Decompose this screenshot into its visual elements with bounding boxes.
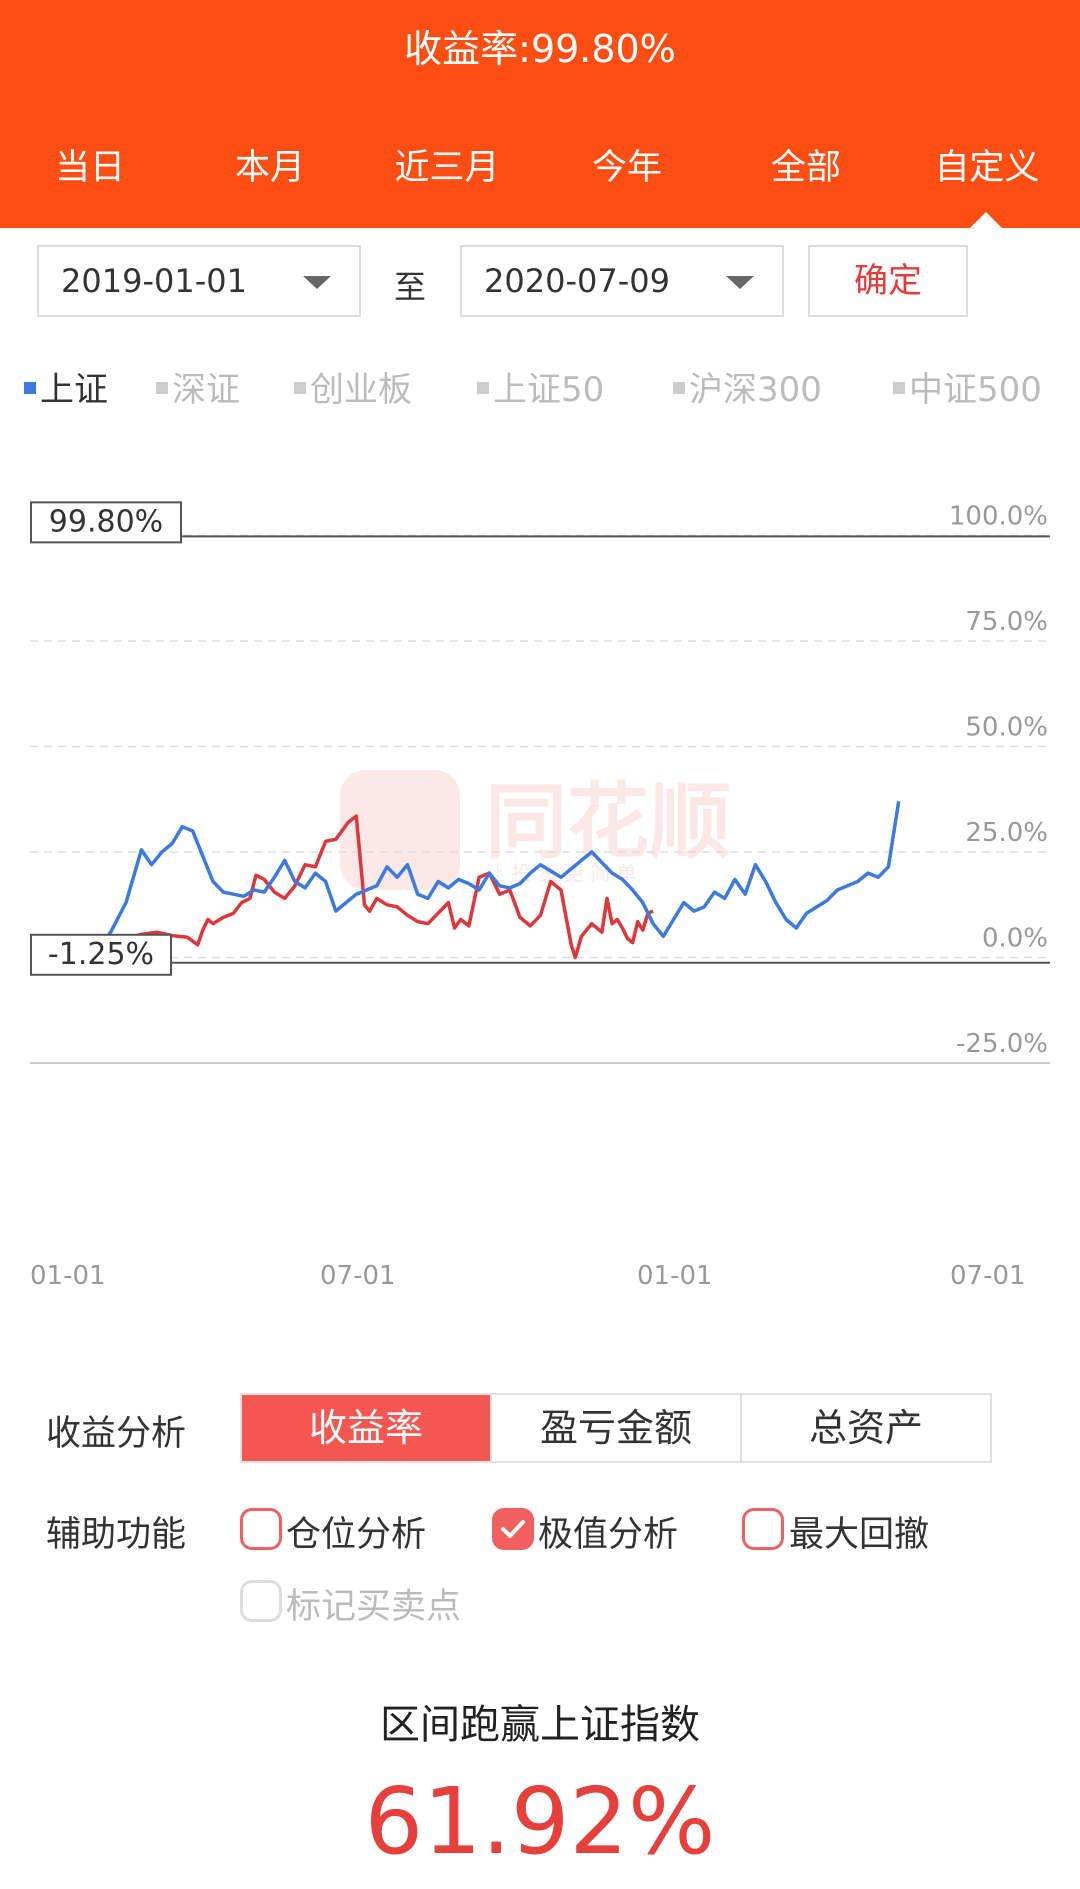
y-tick-label: 0.0% — [982, 924, 1048, 954]
start-date-select[interactable]: 2019-01-01 — [37, 245, 361, 317]
legend-square-icon — [294, 381, 306, 394]
max-drawdown-checkbox[interactable] — [742, 1508, 784, 1550]
watermark-logo-icon — [340, 770, 460, 890]
trade-points-label[interactable]: 标记买卖点 — [286, 1587, 462, 1627]
position-analysis-label[interactable]: 仓位分析 — [286, 1515, 427, 1555]
chart-series — [78, 801, 901, 965]
index-option-sse50[interactable]: 上证50 — [477, 362, 604, 411]
beat-index-value: 61.92% — [364, 1768, 716, 1875]
index-option-csi500[interactable]: 中证500 — [893, 362, 1042, 411]
x-tick-label: 01-01 — [30, 1261, 106, 1291]
chevron-down-icon — [303, 276, 331, 289]
page-title: 收益率:99.80% — [404, 27, 676, 71]
period-tabs: 当日 本月 近三月 今年 全部 自定义 — [0, 140, 1080, 196]
segment-divider — [740, 1395, 742, 1461]
y-tick-label: 50.0% — [965, 713, 1048, 743]
portfolio-return-line — [79, 814, 654, 965]
aux-label: 辅助功能 — [46, 1515, 187, 1555]
index-label: 创业板 — [310, 370, 412, 410]
x-tick-label: 01-01 — [637, 1261, 713, 1291]
x-tick-label: 07-01 — [950, 1261, 1026, 1291]
index-return-line — [78, 801, 901, 965]
min-marker-label: -1.25% — [48, 937, 154, 972]
segment-profit-amount[interactable]: 盈亏金额 — [539, 1406, 692, 1450]
chart-grid — [30, 534, 1050, 1064]
index-label: 上证50 — [493, 370, 605, 410]
header-bar: 收益率:99.80% 当日 本月 近三月 今年 全部 自定义 — [0, 0, 1080, 228]
segment-divider — [490, 1395, 492, 1461]
extreme-markers: 99.80% -1.25% — [30, 501, 1050, 976]
analysis-segmented-control: 收益率 盈亏金额 总资产 — [240, 1393, 992, 1463]
index-label: 中证500 — [909, 370, 1042, 410]
index-option-csi300[interactable]: 沪深300 — [673, 362, 822, 411]
segment-total-assets[interactable]: 总资产 — [808, 1406, 923, 1450]
index-option-shenzhen[interactable]: 深证 — [156, 362, 240, 411]
y-tick-label: 75.0% — [965, 607, 1048, 637]
index-label: 沪深300 — [689, 370, 822, 410]
end-date-value: 2020-07-09 — [484, 262, 670, 300]
extreme-analysis-checkbox[interactable] — [492, 1508, 534, 1550]
position-analysis-checkbox[interactable] — [240, 1508, 282, 1550]
chevron-down-icon — [726, 276, 754, 289]
min-marker-box — [30, 933, 172, 976]
legend-square-icon — [156, 381, 168, 394]
return-chart[interactable]: 同花顺 让 投 资 更 简 单 125.0%100.0%75.0%50.0%25… — [0, 450, 1080, 1300]
tab-3months[interactable]: 近三月 — [394, 148, 500, 188]
max-drawdown-label[interactable]: 最大回撤 — [789, 1515, 930, 1555]
legend-square-icon — [673, 381, 685, 394]
analysis-label: 收益分析 — [46, 1414, 187, 1454]
date-separator: 至 — [394, 268, 427, 306]
index-label: 上证 — [40, 370, 108, 410]
extreme-analysis-label[interactable]: 极值分析 — [538, 1515, 679, 1555]
y-tick-label: 100.0% — [949, 502, 1048, 532]
beat-index-title: 区间跑赢上证指数 — [380, 1702, 700, 1748]
y-axis-labels: 125.0%100.0%75.0%50.0%25.0%0.0%-25.0% — [949, 502, 1048, 1060]
start-date-value: 2019-01-01 — [61, 262, 247, 300]
confirm-button[interactable]: 确定 — [808, 245, 968, 317]
legend-square-icon — [24, 381, 36, 394]
end-date-select[interactable]: 2020-07-09 — [460, 245, 784, 317]
segment-return-rate[interactable]: 收益率 — [242, 1395, 490, 1461]
max-marker-box — [30, 501, 182, 544]
y-tick-label: 25.0% — [965, 818, 1048, 848]
tab-today[interactable]: 当日 — [54, 148, 125, 188]
tab-month[interactable]: 本月 — [234, 148, 305, 188]
y-tick-label: -25.0% — [956, 1029, 1048, 1059]
check-icon — [501, 1520, 525, 1538]
legend-square-icon — [477, 381, 489, 394]
x-tick-label: 07-01 — [320, 1261, 396, 1291]
index-label: 深证 — [172, 370, 240, 410]
index-option-chinext[interactable]: 创业板 — [294, 362, 412, 411]
watermark: 同花顺 让 投 资 更 简 单 — [340, 770, 731, 890]
legend-square-icon — [893, 381, 905, 394]
x-axis-labels: 01-01 07-01 01-01 07-01 — [30, 1261, 1026, 1291]
tab-all[interactable]: 全部 — [770, 148, 841, 188]
active-tab-indicator — [970, 212, 1002, 228]
trade-points-checkbox[interactable] — [240, 1580, 282, 1622]
index-option-shanghai[interactable]: 上证 — [24, 362, 108, 411]
tab-custom[interactable]: 自定义 — [934, 148, 1040, 188]
watermark-brand: 同花顺 — [485, 775, 731, 870]
max-marker-label: 99.80% — [49, 504, 163, 539]
tab-year[interactable]: 今年 — [591, 148, 662, 188]
